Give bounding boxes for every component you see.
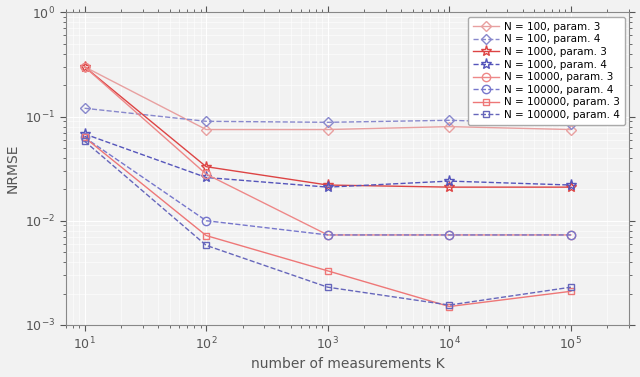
N = 10000, param. 4 xyxy=(324,233,332,237)
N = 10000, param. 3 xyxy=(81,64,88,69)
N = 1000, param. 4 xyxy=(567,183,575,187)
N = 1000, param. 4 xyxy=(324,185,332,189)
N = 100000, param. 3 xyxy=(567,289,575,294)
N = 100000, param. 3 xyxy=(324,268,332,273)
N = 100, param. 3 xyxy=(324,127,332,132)
N = 10000, param. 3 xyxy=(202,172,210,176)
Line: N = 10000, param. 3: N = 10000, param. 3 xyxy=(81,63,575,239)
N = 1000, param. 4 xyxy=(445,179,453,183)
Line: N = 100, param. 4: N = 100, param. 4 xyxy=(81,105,574,127)
N = 100, param. 4 xyxy=(324,120,332,124)
N = 10000, param. 3 xyxy=(324,233,332,237)
N = 1000, param. 3 xyxy=(81,64,88,69)
N = 100, param. 3 xyxy=(202,127,210,132)
N = 1000, param. 3 xyxy=(567,185,575,189)
N = 100, param. 3 xyxy=(567,127,575,132)
N = 100000, param. 4 xyxy=(445,303,453,307)
N = 100, param. 4 xyxy=(445,118,453,123)
N = 100, param. 4 xyxy=(81,106,88,110)
N = 10000, param. 3 xyxy=(445,233,453,237)
N = 1000, param. 4 xyxy=(202,175,210,180)
N = 10000, param. 4 xyxy=(202,218,210,223)
N = 100, param. 3 xyxy=(445,124,453,129)
Line: N = 100, param. 3: N = 100, param. 3 xyxy=(81,63,574,133)
Line: N = 100000, param. 3: N = 100000, param. 3 xyxy=(81,134,574,310)
Line: N = 100000, param. 4: N = 100000, param. 4 xyxy=(81,138,574,308)
N = 10000, param. 4 xyxy=(445,233,453,237)
N = 100000, param. 4 xyxy=(567,285,575,290)
N = 100, param. 4 xyxy=(202,119,210,124)
N = 100, param. 3 xyxy=(81,64,88,69)
Line: N = 1000, param. 3: N = 1000, param. 3 xyxy=(79,61,577,193)
Line: N = 1000, param. 4: N = 1000, param. 4 xyxy=(79,129,577,193)
Y-axis label: NRMSE: NRMSE xyxy=(6,144,20,193)
X-axis label: number of measurements K: number of measurements K xyxy=(250,357,444,371)
N = 1000, param. 3 xyxy=(445,185,453,189)
N = 10000, param. 3 xyxy=(567,233,575,237)
N = 10000, param. 4 xyxy=(81,135,88,140)
N = 100000, param. 3 xyxy=(445,304,453,309)
N = 100000, param. 4 xyxy=(324,285,332,290)
N = 100000, param. 3 xyxy=(81,135,88,140)
N = 1000, param. 3 xyxy=(202,164,210,169)
N = 100, param. 4 xyxy=(567,122,575,126)
N = 10000, param. 4 xyxy=(567,233,575,237)
N = 100000, param. 4 xyxy=(81,139,88,143)
N = 1000, param. 3 xyxy=(324,183,332,187)
N = 1000, param. 4 xyxy=(81,132,88,136)
Legend: N = 100, param. 3, N = 100, param. 4, N = 1000, param. 3, N = 1000, param. 4, N : N = 100, param. 3, N = 100, param. 4, N … xyxy=(468,17,625,125)
Line: N = 10000, param. 4: N = 10000, param. 4 xyxy=(81,133,575,239)
N = 100000, param. 3 xyxy=(202,233,210,238)
N = 100000, param. 4 xyxy=(202,243,210,248)
